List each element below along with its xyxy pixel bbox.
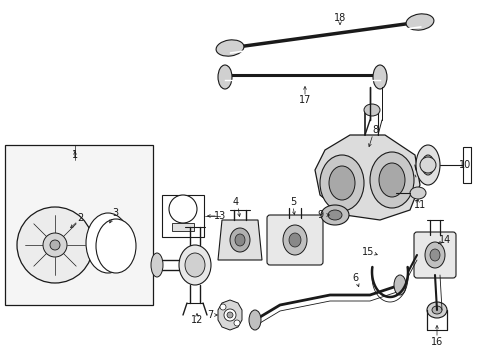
Ellipse shape [431,306,441,314]
Ellipse shape [288,233,301,247]
Ellipse shape [409,187,425,199]
Ellipse shape [151,253,163,277]
Ellipse shape [86,213,130,273]
Ellipse shape [96,219,136,273]
Polygon shape [314,135,419,220]
FancyBboxPatch shape [266,215,323,265]
Ellipse shape [424,242,444,268]
Ellipse shape [216,40,244,56]
Ellipse shape [378,163,404,197]
Text: 18: 18 [333,13,346,23]
Bar [172,223,194,231]
Polygon shape [218,220,262,260]
Text: 6: 6 [351,273,357,283]
Polygon shape [218,300,242,330]
Ellipse shape [320,205,348,225]
Circle shape [43,233,67,257]
Circle shape [224,309,236,321]
Ellipse shape [229,228,249,252]
Circle shape [169,195,197,223]
Circle shape [419,157,435,173]
Ellipse shape [248,310,261,330]
Ellipse shape [372,65,386,89]
Text: 2: 2 [77,213,83,223]
Ellipse shape [421,155,433,175]
Bar [162,195,203,237]
Text: 12: 12 [190,315,203,325]
Text: 10: 10 [458,160,470,170]
Circle shape [50,240,60,250]
Ellipse shape [393,275,405,295]
Ellipse shape [179,245,210,285]
Ellipse shape [319,155,363,211]
Ellipse shape [184,253,204,277]
Ellipse shape [363,104,379,116]
Text: 7: 7 [206,310,213,320]
Ellipse shape [415,145,439,185]
Ellipse shape [429,249,439,261]
Ellipse shape [328,166,354,200]
Text: 15: 15 [361,247,373,257]
Ellipse shape [327,210,341,220]
Text: 1: 1 [72,150,78,160]
Circle shape [220,304,225,310]
Ellipse shape [405,14,433,30]
FancyBboxPatch shape [413,232,455,278]
Circle shape [234,320,240,326]
Text: 3: 3 [112,208,118,218]
Text: 17: 17 [298,95,310,105]
Ellipse shape [218,65,231,89]
Text: 13: 13 [213,211,225,221]
Text: 5: 5 [289,197,296,207]
Ellipse shape [235,234,244,246]
Text: 14: 14 [438,235,450,245]
Text: 16: 16 [430,337,442,347]
Text: 8: 8 [371,125,377,135]
Ellipse shape [283,225,306,255]
Ellipse shape [426,302,446,318]
Bar [5,145,153,305]
Text: 11: 11 [413,200,425,210]
Text: 4: 4 [232,197,239,207]
Text: 9: 9 [316,210,323,220]
Ellipse shape [369,152,413,208]
Circle shape [226,312,232,318]
Circle shape [17,207,93,283]
